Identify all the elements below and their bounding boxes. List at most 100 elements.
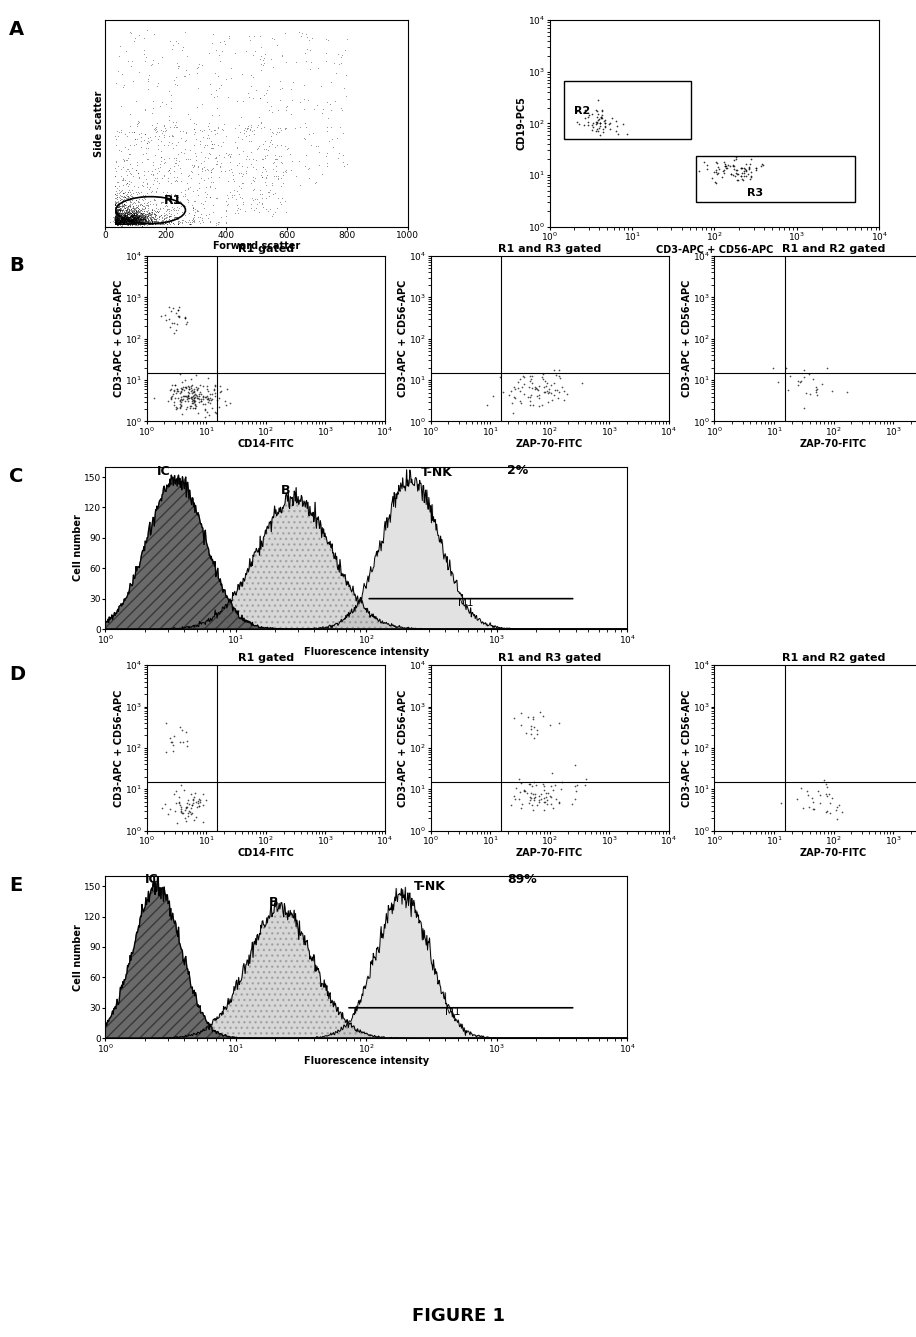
Point [165,374,180,396]
Point [169,207,184,229]
Point [123,206,137,227]
Point [518,722,533,743]
Point [127,207,142,229]
Point [112,213,126,234]
Point [169,152,183,174]
Point [109,206,124,227]
Point [195,127,210,148]
Point [158,207,172,229]
Y-axis label: Cell number: Cell number [72,924,82,991]
Point [131,214,146,235]
Point [120,209,135,230]
Point [134,211,148,233]
Point [137,98,152,119]
Point [110,202,125,223]
Point [116,210,131,231]
Point [217,146,232,167]
Point [127,213,142,234]
Point [127,215,142,237]
Point [124,183,138,205]
Point [111,206,125,227]
Point [133,207,147,229]
Point [132,209,147,230]
Point [522,773,537,794]
Point [176,380,191,401]
Point [180,130,194,151]
Point [191,377,205,398]
Point [113,209,127,230]
Point [122,209,136,230]
Point [292,174,307,195]
Point [138,213,153,234]
Point [188,198,202,219]
Point [126,213,141,234]
Point [110,207,125,229]
Point [334,52,349,74]
Point [111,202,125,223]
Text: R1 gated: R1 gated [237,245,294,254]
Point [517,373,531,394]
Point [146,91,160,112]
Point [230,203,245,225]
Point [120,180,135,202]
Point [108,206,123,227]
Point [125,158,139,179]
Point [199,376,213,397]
Point [121,201,136,222]
Point [548,774,562,796]
Point [180,148,195,170]
Point [162,106,177,127]
Point [204,32,219,53]
Point [332,142,346,163]
Point [183,211,198,233]
Point [223,25,237,47]
Point [194,167,209,189]
Point [107,210,122,231]
Point [261,139,276,160]
Point [129,209,144,230]
Point [116,76,131,98]
Point [147,203,161,225]
Point [119,207,134,229]
Point [125,209,140,230]
Point [109,198,124,219]
Point [699,154,714,175]
Point [513,380,528,401]
Point [163,214,178,235]
Point [300,158,315,179]
Point [113,210,127,231]
Point [111,209,125,230]
Point [111,199,125,221]
Point [170,214,185,235]
Point [132,207,147,229]
Point [194,382,209,404]
Point [526,783,540,805]
Point [114,140,129,162]
Point [114,209,128,230]
Point [117,213,132,234]
Point [110,198,125,219]
Point [124,205,138,226]
Point [531,374,546,396]
Point [129,207,144,229]
Point [180,313,194,334]
Point [138,47,153,68]
Point [117,210,132,231]
Point [521,774,536,796]
Point [256,134,270,155]
Point [204,389,219,410]
Point [182,396,197,417]
Point [135,201,149,222]
Point [204,162,219,183]
Point [107,191,122,213]
Point [183,160,198,182]
Point [120,203,135,225]
Point [159,203,174,225]
Point [111,199,125,221]
Point [118,210,133,231]
Point [111,207,125,229]
Point [113,211,127,233]
Point [148,116,163,138]
Point [124,21,138,43]
Point [133,207,147,229]
